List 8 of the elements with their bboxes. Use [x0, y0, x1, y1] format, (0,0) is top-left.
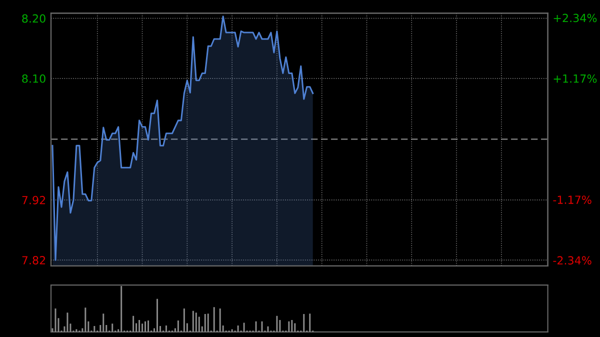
y-tick-label: 8.10 [22, 74, 46, 83]
y2-tick-label: +2.34% [554, 14, 597, 22]
y2-tick-label: +1.17% [554, 74, 597, 83]
y-tick-label: 8.20 [22, 14, 46, 23]
y-tick-label: 7.82 [22, 256, 46, 264]
y2-tick-label: -1.17% [553, 196, 592, 204]
y-tick-label: 7.92 [22, 196, 46, 204]
y2-tick-label: -2.34% [553, 256, 592, 265]
